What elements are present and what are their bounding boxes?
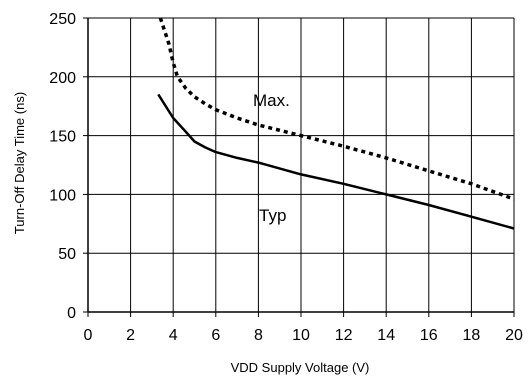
x-tick-label: 14 — [377, 327, 395, 344]
y-tick-label: 150 — [49, 129, 76, 146]
series-lines — [157, 17, 515, 230]
series-label-max: Max. — [253, 91, 290, 110]
x-tick-label: 18 — [463, 327, 481, 344]
x-tick-label: 20 — [505, 327, 523, 344]
x-tick-label: 6 — [211, 327, 220, 344]
y-tick-label: 250 — [49, 11, 76, 28]
grid — [83, 17, 515, 317]
x-tick-label: 16 — [420, 327, 438, 344]
x-tick-label: 4 — [169, 327, 178, 344]
series-line-typ — [157, 93, 515, 230]
y-tick-label: 0 — [67, 305, 76, 322]
series-line-max — [158, 17, 515, 201]
x-tick-label: 10 — [292, 327, 310, 344]
x-axis-title: VDD Supply Voltage (V) — [231, 360, 370, 375]
x-tick-label: 12 — [335, 327, 353, 344]
y-tick-label: 200 — [49, 70, 76, 87]
series-label-typ: Typ — [259, 206, 286, 225]
x-tick-label: 2 — [126, 327, 135, 344]
y-tick-label: 100 — [49, 187, 76, 204]
y-axis-title: Turn-Off Delay Time (ns) — [12, 92, 27, 234]
x-tick-label: 8 — [254, 327, 263, 344]
x-tick-label: 0 — [84, 327, 93, 344]
y-tick-label: 50 — [58, 246, 76, 263]
